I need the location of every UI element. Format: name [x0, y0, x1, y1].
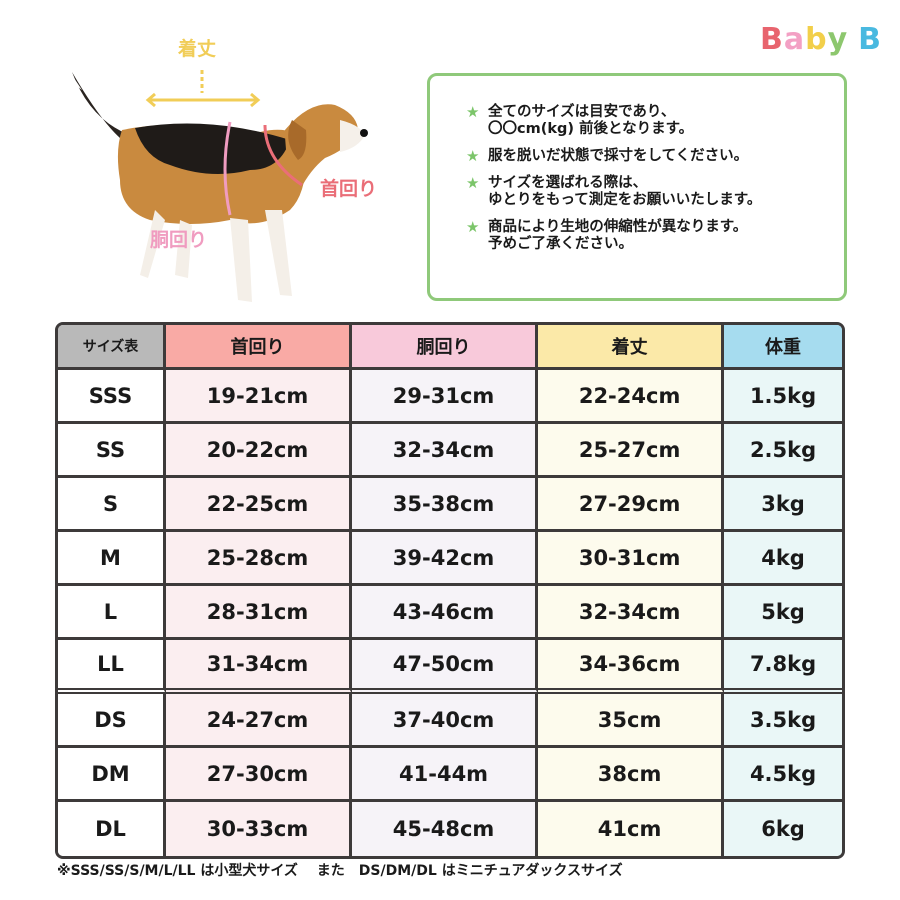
note-line: 全てのサイズは目安であり、	[488, 104, 676, 120]
table-row: M 25-28cm 39-42cm 30-31cm 4kg	[58, 532, 842, 586]
table-row: SSS 19-21cm 29-31cm 22-24cm 1.5kg	[58, 370, 842, 424]
size-table: サイズ表 首回り 胴回り 着丈 体重 SSS 19-21cm 29-31cm 22-24cm 1…	[55, 322, 845, 859]
value-cell: 6kg	[724, 802, 842, 856]
length-arrow-icon	[145, 70, 261, 108]
column-header: サイズ表	[58, 325, 166, 370]
value-cell: 2.5kg	[724, 424, 842, 478]
table-row: SS 20-22cm 32-34cm 25-27cm 2.5kg	[58, 424, 842, 478]
value-cell: 5kg	[724, 586, 842, 640]
value-cell: 7.8kg	[724, 640, 842, 694]
size-cell: L	[58, 586, 166, 640]
size-cell: DL	[58, 802, 166, 856]
column-header: 胴回り	[352, 325, 539, 370]
dog-illustration	[70, 70, 368, 302]
logo-letter: B	[858, 22, 883, 57]
dog-icon	[70, 70, 368, 302]
value-cell: 20-22cm	[166, 424, 353, 478]
value-cell: 43-46cm	[352, 586, 539, 640]
value-cell: 35cm	[538, 694, 725, 748]
table-header-row: サイズ表 首回り 胴回り 着丈 体重	[58, 325, 842, 370]
value-cell: 47-50cm	[352, 640, 539, 694]
value-cell: 41-44m	[352, 748, 539, 802]
value-cell: 24-27cm	[166, 694, 353, 748]
value-cell: 22-25cm	[166, 478, 353, 532]
table-row: S 22-25cm 35-38cm 27-29cm 3kg	[58, 478, 842, 532]
note-line: サイズを選ばれる際は、	[488, 175, 648, 191]
note-line: 〇〇cm(kg) 前後となります。	[488, 121, 694, 137]
size-cell: DM	[58, 748, 166, 802]
value-cell: 1.5kg	[724, 370, 842, 424]
neck-label: 首回り	[320, 178, 378, 200]
footnote: ※SSS/SS/S/M/L/LL は小型犬サイズ また DS/DM/DL はミニ…	[57, 863, 623, 879]
star-icon: ★	[466, 103, 480, 121]
note-line: 商品により生地の伸縮性が異なります。	[488, 219, 748, 235]
value-cell: 4kg	[724, 532, 842, 586]
table-row: L 28-31cm 43-46cm 32-34cm 5kg	[58, 586, 842, 640]
size-cell: S	[58, 478, 166, 532]
logo-letter: B	[760, 22, 784, 57]
value-cell: 27-30cm	[166, 748, 353, 802]
value-cell: 29-31cm	[352, 370, 539, 424]
value-cell: 25-28cm	[166, 532, 353, 586]
neck-measure-icon	[263, 124, 303, 187]
size-cell: SSS	[58, 370, 166, 424]
value-cell: 32-34cm	[352, 424, 539, 478]
star-icon: ★	[466, 218, 480, 236]
star-icon: ★	[466, 174, 480, 192]
value-cell: 30-31cm	[538, 532, 725, 586]
value-cell: 19-21cm	[166, 370, 353, 424]
size-cell: SS	[58, 424, 166, 478]
value-cell: 4.5kg	[724, 748, 842, 802]
logo-letter: a	[783, 22, 806, 57]
value-cell: 27-29cm	[538, 478, 725, 532]
logo-letter: b	[805, 22, 828, 57]
table-row: DS 24-27cm 37-40cm 35cm 3.5kg	[58, 694, 842, 748]
note-item: ★ 服を脱いだ状態で採寸をしてください。	[466, 148, 844, 165]
note-item: ★ 商品により生地の伸縮性が異なります。 予めご了承ください。	[466, 219, 844, 253]
value-cell: 3.5kg	[724, 694, 842, 748]
note-item: ★ 全てのサイズは目安であり、 〇〇cm(kg) 前後となります。	[466, 104, 844, 138]
value-cell: 25-27cm	[538, 424, 725, 478]
logo-letter: y	[827, 22, 849, 57]
value-cell: 3kg	[724, 478, 842, 532]
star-icon: ★	[466, 147, 480, 165]
note-line: 予めご了承ください。	[488, 236, 633, 252]
brand-logo: Baby B	[760, 22, 882, 57]
length-label: 着丈	[178, 38, 217, 60]
value-cell: 32-34cm	[538, 586, 725, 640]
note-item: ★ サイズを選ばれる際は、 ゆとりをもって測定をお願いいたします。	[466, 175, 844, 209]
size-cell: M	[58, 532, 166, 586]
value-cell: 41cm	[538, 802, 725, 856]
size-cell: LL	[58, 640, 166, 694]
value-cell: 35-38cm	[352, 478, 539, 532]
table-row: LL 31-34cm 47-50cm 34-36cm 7.8kg	[58, 640, 842, 694]
table-row: DM 27-30cm 41-44m 38cm 4.5kg	[58, 748, 842, 802]
value-cell: 39-42cm	[352, 532, 539, 586]
value-cell: 22-24cm	[538, 370, 725, 424]
body-measure-icon	[223, 121, 232, 216]
value-cell: 30-33cm	[166, 802, 353, 856]
value-cell: 34-36cm	[538, 640, 725, 694]
value-cell: 45-48cm	[352, 802, 539, 856]
table-row: DL 30-33cm 45-48cm 41cm 6kg	[58, 802, 842, 856]
column-header: 首回り	[166, 325, 353, 370]
column-header: 着丈	[538, 325, 725, 370]
value-cell: 37-40cm	[352, 694, 539, 748]
notes-box: ★ 全てのサイズは目安であり、 〇〇cm(kg) 前後となります。 ★ 服を脱いだ状態で…	[427, 73, 847, 301]
value-cell: 31-34cm	[166, 640, 353, 694]
column-header: 体重	[724, 325, 842, 370]
size-cell: DS	[58, 694, 166, 748]
note-line: ゆとりをもって測定をお願いいたします。	[488, 192, 762, 208]
body-label: 胴回り	[150, 229, 208, 251]
value-cell: 38cm	[538, 748, 725, 802]
note-line: 服を脱いだ状態で採寸をしてください。	[488, 148, 749, 164]
value-cell: 28-31cm	[166, 586, 353, 640]
